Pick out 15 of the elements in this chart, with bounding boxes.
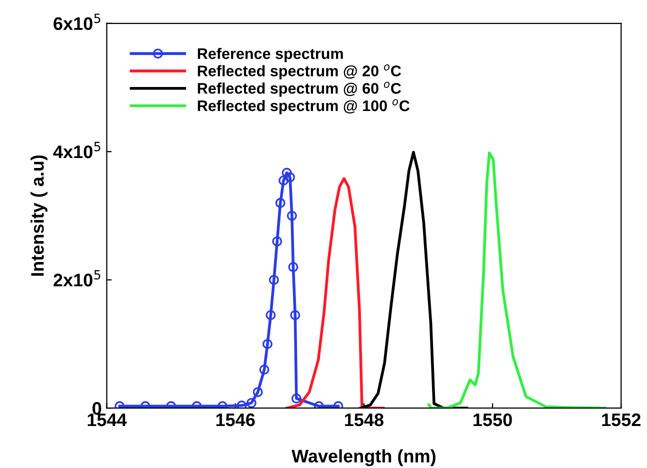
- legend-label: Reference spectrum: [198, 48, 343, 62]
- y-axis-title: Intensity ( a.u): [30, 155, 48, 276]
- x-tick-label: 1548: [344, 413, 384, 426]
- y-tick-label: 6x10$^{5}$: [54, 14, 100, 30]
- legend-label: Reflected spectrum @ 60 $^{o}$C: [198, 82, 402, 97]
- legend-label: Reflected spectrum @ 100 $^{o}$C: [198, 99, 410, 114]
- x-axis-title: Wavelength (nm): [292, 449, 436, 466]
- x-tick-label: 1550: [474, 413, 512, 426]
- x-tick-label: 1552: [602, 413, 640, 426]
- legend-label: Reflected spectrum @ 20 $^{o}$C: [198, 64, 402, 80]
- y-tick-label: 2x10$^{5}$: [54, 270, 100, 286]
- x-tick-label: 1544: [88, 414, 127, 426]
- y-tick-label: 0: [92, 402, 102, 415]
- y-tick-label: 4x10$^{5}$: [53, 142, 100, 158]
- x-tick-label: 1546: [216, 413, 255, 426]
